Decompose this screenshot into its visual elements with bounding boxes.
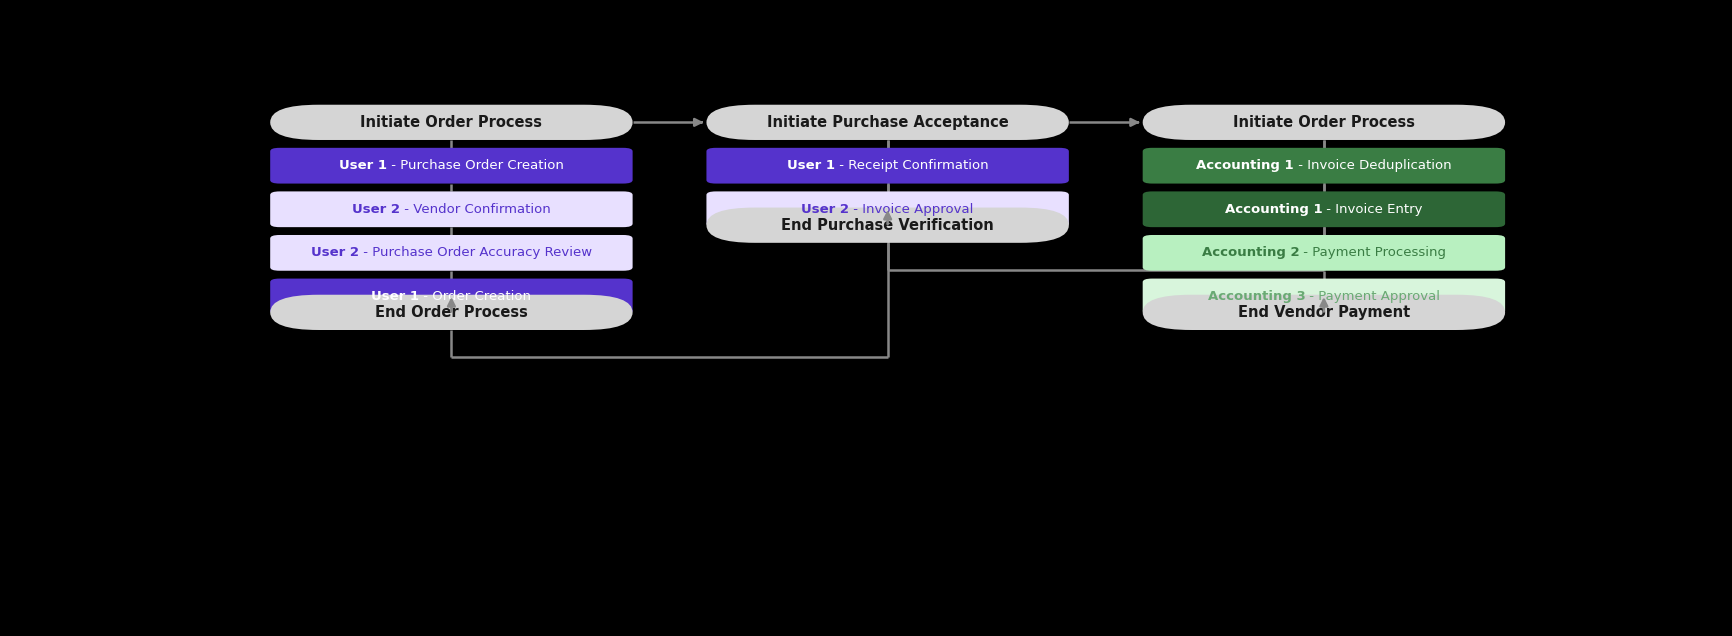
Text: Initiate Order Process: Initiate Order Process — [1233, 115, 1415, 130]
Text: Accounting 2: Accounting 2 — [1202, 246, 1299, 259]
FancyBboxPatch shape — [270, 105, 632, 140]
Text: - Invoice Entry: - Invoice Entry — [1323, 203, 1424, 216]
Text: User 2: User 2 — [310, 246, 359, 259]
Text: - Vendor Confirmation: - Vendor Confirmation — [400, 203, 551, 216]
Text: User 1: User 1 — [371, 290, 419, 303]
Text: - Invoice Approval: - Invoice Approval — [849, 203, 973, 216]
FancyBboxPatch shape — [1143, 294, 1505, 330]
Text: User 1: User 1 — [339, 159, 386, 172]
FancyBboxPatch shape — [707, 207, 1069, 243]
Text: Accounting 1: Accounting 1 — [1225, 203, 1323, 216]
Text: User 2: User 2 — [802, 203, 849, 216]
Text: Accounting 3: Accounting 3 — [1207, 290, 1306, 303]
Text: - Purchase Order Accuracy Review: - Purchase Order Accuracy Review — [359, 246, 592, 259]
Text: End Vendor Payment: End Vendor Payment — [1238, 305, 1410, 320]
Text: End Purchase Verification: End Purchase Verification — [781, 218, 994, 233]
FancyBboxPatch shape — [707, 148, 1069, 184]
FancyBboxPatch shape — [1143, 148, 1505, 184]
FancyBboxPatch shape — [270, 294, 632, 330]
Text: User 1: User 1 — [786, 159, 835, 172]
Text: Initiate Order Process: Initiate Order Process — [360, 115, 542, 130]
Text: - Payment Approval: - Payment Approval — [1306, 290, 1441, 303]
FancyBboxPatch shape — [1143, 191, 1505, 227]
FancyBboxPatch shape — [707, 105, 1069, 140]
Text: - Payment Processing: - Payment Processing — [1299, 246, 1446, 259]
FancyBboxPatch shape — [1143, 105, 1505, 140]
FancyBboxPatch shape — [270, 148, 632, 184]
FancyBboxPatch shape — [270, 235, 632, 271]
FancyBboxPatch shape — [270, 279, 632, 314]
FancyBboxPatch shape — [1143, 279, 1505, 314]
Text: User 2: User 2 — [352, 203, 400, 216]
Text: Accounting 1: Accounting 1 — [1197, 159, 1294, 172]
Text: - Receipt Confirmation: - Receipt Confirmation — [835, 159, 989, 172]
Text: - Purchase Order Creation: - Purchase Order Creation — [386, 159, 565, 172]
Text: Initiate Purchase Acceptance: Initiate Purchase Acceptance — [767, 115, 1008, 130]
FancyBboxPatch shape — [1143, 235, 1505, 271]
Text: End Order Process: End Order Process — [374, 305, 528, 320]
Text: - Order Creation: - Order Creation — [419, 290, 532, 303]
FancyBboxPatch shape — [270, 191, 632, 227]
FancyBboxPatch shape — [707, 191, 1069, 227]
Text: - Invoice Deduplication: - Invoice Deduplication — [1294, 159, 1451, 172]
